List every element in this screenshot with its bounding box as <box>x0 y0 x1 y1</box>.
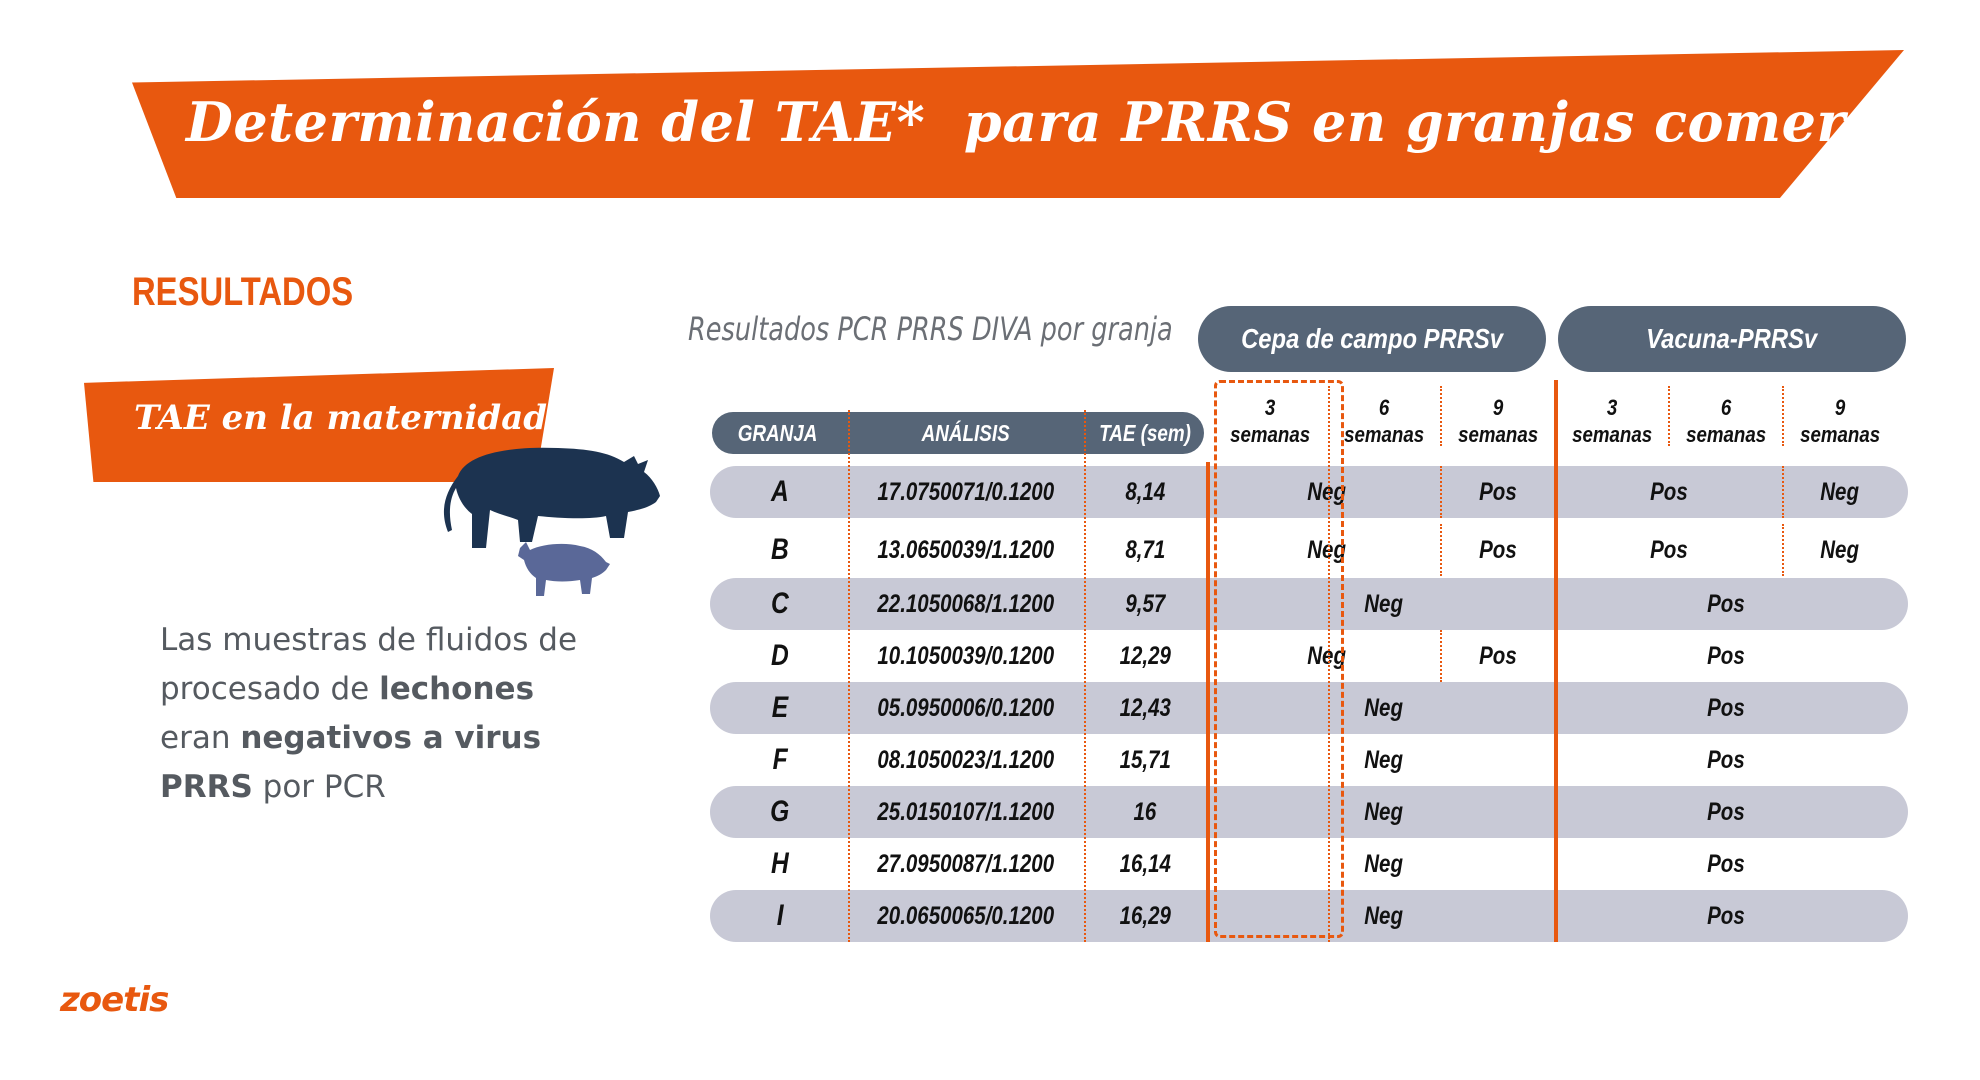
field-result-cell: Neg <box>1364 901 1404 930</box>
tae-banner-label: TAE en la maternidad <box>134 398 548 438</box>
group-divider <box>1206 462 1210 942</box>
column-divider <box>1440 386 1442 446</box>
tae-cell: 16 <box>1133 797 1157 826</box>
table-row-band <box>710 466 1908 518</box>
field-result-cell: Pos <box>1479 477 1517 506</box>
description-emphasis: negativos a virus PRRS <box>160 720 542 805</box>
field-strain-group-label: Cepa de campo PRRSv <box>1241 323 1503 354</box>
column-divider <box>1440 524 1442 576</box>
vaccine-result-cell: Pos <box>1650 477 1688 506</box>
vaccine-result-cell: Pos <box>1707 745 1745 774</box>
vaccine-result-cell: Neg <box>1820 535 1860 564</box>
vaccine-result-cell: Pos <box>1707 641 1745 670</box>
farm-cell: E <box>771 691 789 724</box>
page-title: Determinación del TAE* para PRRS en gran… <box>186 90 1980 154</box>
column-divider <box>848 410 850 942</box>
farm-cell: I <box>776 899 784 932</box>
column-divider <box>1328 386 1330 942</box>
tae-cell: 9,57 <box>1125 589 1165 618</box>
column-divider <box>1782 466 1784 518</box>
results-heading: RESULTADOS <box>132 270 354 314</box>
table-row-band <box>710 890 1908 942</box>
analysis-cell: 17.0750071/0.1200 <box>877 477 1055 506</box>
analysis-cell: 08.1050023/1.1200 <box>877 745 1055 774</box>
vaccine-result-cell: Pos <box>1707 901 1745 930</box>
farm-cell: B <box>771 533 789 566</box>
group-divider <box>1554 380 1558 942</box>
tae-cell: 16,29 <box>1119 901 1171 930</box>
pig-illustration <box>443 447 660 596</box>
field-result-cell: Neg <box>1364 849 1404 878</box>
table-caption: Resultados PCR PRRS DIVA por granja <box>688 310 1173 348</box>
table-row-band <box>710 682 1908 734</box>
farm-cell: D <box>771 639 789 672</box>
vaccine-result-cell: Pos <box>1650 535 1688 564</box>
tae-cell: 8,14 <box>1125 477 1165 506</box>
column-header-tae: TAE (sem) <box>1099 419 1191 446</box>
column-divider <box>1782 524 1784 576</box>
column-divider <box>1084 410 1086 942</box>
description-part: por PCR <box>252 769 386 805</box>
description-part: Las muestras de fluidos de procesado de <box>160 622 578 707</box>
column-header-analysis: ANÁLISIS <box>921 419 1011 446</box>
farm-cell: H <box>771 847 789 880</box>
tae-cell: 15,71 <box>1119 745 1171 774</box>
column-divider <box>1782 386 1784 446</box>
analysis-cell: 10.1050039/0.1200 <box>877 641 1055 670</box>
field-result-cell: Neg <box>1307 535 1347 564</box>
vaccine-result-cell: Pos <box>1707 849 1745 878</box>
week-header: 9 semanas <box>1799 395 1881 447</box>
farm-cell: A <box>771 475 789 508</box>
vaccine-group-header: Vacuna-PRRSv <box>1558 306 1906 372</box>
zoetis-logo: zoetis <box>60 980 169 1020</box>
column-divider <box>1668 386 1670 446</box>
field-result-cell: Neg <box>1307 477 1347 506</box>
vaccine-result-cell: Pos <box>1707 589 1745 618</box>
column-divider <box>1440 630 1442 682</box>
column-header-bar <box>712 412 1204 454</box>
week-header: 9 semanas <box>1457 395 1539 447</box>
table-row-band <box>710 786 1908 838</box>
field-result-cell: Neg <box>1364 797 1404 826</box>
description-part: eran <box>160 720 241 756</box>
tae-cell: 8,71 <box>1125 535 1165 564</box>
week-header: 6 semanas <box>1685 395 1767 447</box>
field-result-cell: Neg <box>1364 745 1404 774</box>
field-result-cell: Neg <box>1364 589 1404 618</box>
tae-cell: 12,43 <box>1119 693 1171 722</box>
vaccine-result-cell: Neg <box>1820 477 1860 506</box>
week-header: 3 semanas <box>1571 395 1653 447</box>
column-header-farm: GRANJA <box>738 419 818 446</box>
analysis-cell: 05.0950006/0.1200 <box>877 693 1055 722</box>
piglet-icon <box>518 542 610 596</box>
field-result-cell: Pos <box>1479 535 1517 564</box>
analysis-cell: 20.0650065/0.1200 <box>877 901 1055 930</box>
analysis-cell: 27.0950087/1.1200 <box>877 849 1055 878</box>
column-divider <box>1440 466 1442 518</box>
farm-cell: G <box>770 795 790 828</box>
analysis-cell: 13.0650039/1.1200 <box>877 535 1055 564</box>
table-row-band <box>710 578 1908 630</box>
field-result-cell: Pos <box>1479 641 1517 670</box>
tae-cell: 12,29 <box>1119 641 1171 670</box>
vaccine-group-label: Vacuna-PRRSv <box>1646 323 1818 354</box>
week-header: 6 semanas <box>1343 395 1425 447</box>
sow-icon <box>443 447 660 548</box>
tae-cell: 16,14 <box>1119 849 1171 878</box>
analysis-cell: 25.0150107/1.1200 <box>877 797 1055 826</box>
description-emphasis: lechones <box>379 671 535 707</box>
week3-highlight-box <box>1214 380 1344 938</box>
vaccine-result-cell: Pos <box>1707 797 1745 826</box>
field-strain-group-header: Cepa de campo PRRSv <box>1198 306 1546 372</box>
vaccine-result-cell: Pos <box>1707 693 1745 722</box>
field-result-cell: Neg <box>1307 641 1347 670</box>
analysis-cell: 22.1050068/1.1200 <box>877 589 1055 618</box>
description-text: Las muestras de fluidos de procesado de … <box>160 616 600 812</box>
farm-cell: C <box>771 587 789 620</box>
farm-cell: F <box>772 743 788 776</box>
week-header: 3 semanas <box>1229 395 1311 447</box>
field-result-cell: Neg <box>1364 693 1404 722</box>
